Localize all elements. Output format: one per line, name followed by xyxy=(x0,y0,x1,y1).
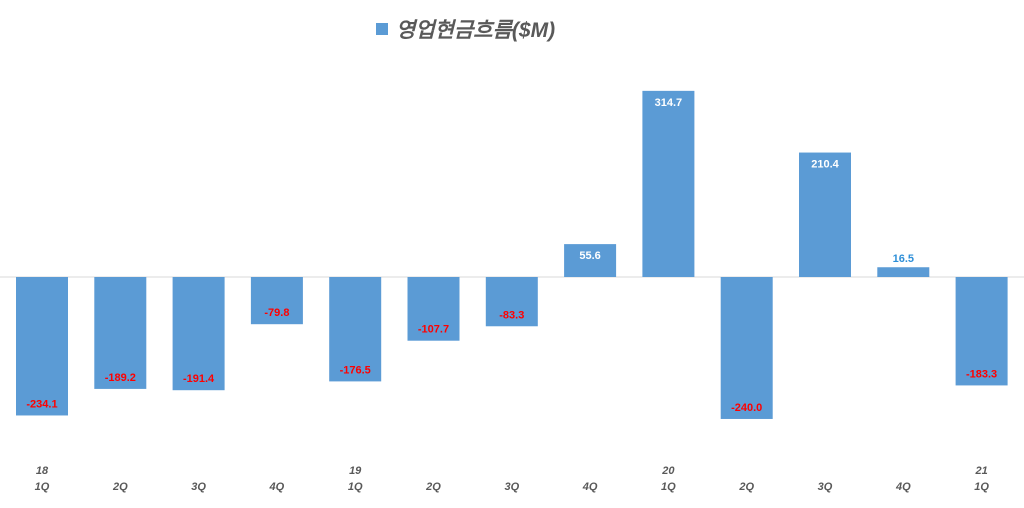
x-tick-year: 21 xyxy=(974,465,987,477)
bar xyxy=(799,152,851,277)
bar xyxy=(564,244,617,277)
data-label: -191.4 xyxy=(183,373,215,385)
bar xyxy=(955,277,1008,386)
data-label: 16.5 xyxy=(893,253,914,265)
bar xyxy=(407,277,460,341)
x-tick-quarter: 1Q xyxy=(348,481,363,493)
x-tick-year: 19 xyxy=(349,465,362,477)
bar xyxy=(94,277,147,389)
data-label: -176.5 xyxy=(340,364,371,376)
x-tick-quarter: 3Q xyxy=(191,481,206,493)
bar xyxy=(250,277,303,325)
x-tick-quarter: 3Q xyxy=(818,481,833,493)
bar xyxy=(16,277,68,416)
data-label: -107.7 xyxy=(418,324,449,336)
x-tick-year: 20 xyxy=(661,465,675,477)
data-label: -240.0 xyxy=(731,402,762,414)
x-tick-quarter: 1Q xyxy=(974,481,989,493)
bar xyxy=(172,277,225,391)
x-tick-quarter: 2Q xyxy=(425,481,441,493)
x-tick-quarter: 2Q xyxy=(112,481,128,493)
data-label: -183.3 xyxy=(966,368,997,380)
x-tick-quarter: 4Q xyxy=(269,481,285,493)
legend-label: 영업현금흐름($M) xyxy=(396,19,556,42)
legend: 영업현금흐름($M) xyxy=(376,14,555,44)
legend-swatch xyxy=(376,23,388,35)
x-tick-quarter: 1Q xyxy=(35,481,50,493)
x-tick-quarter: 2Q xyxy=(738,481,754,493)
x-tick-year: 18 xyxy=(36,465,49,477)
data-label: 210.4 xyxy=(811,159,839,171)
bar xyxy=(877,267,930,277)
bar xyxy=(642,90,695,277)
bar xyxy=(720,277,773,419)
data-label: 314.7 xyxy=(655,97,683,109)
data-label: -189.2 xyxy=(105,372,136,384)
x-tick-quarter: 4Q xyxy=(582,481,598,493)
data-label: 55.6 xyxy=(579,250,600,262)
bar xyxy=(485,277,538,327)
data-label: -83.3 xyxy=(499,309,524,321)
data-label: -234.1 xyxy=(26,398,57,410)
data-label: -79.8 xyxy=(264,307,289,319)
x-tick-quarter: 3Q xyxy=(504,481,519,493)
bar xyxy=(329,277,382,382)
x-tick-quarter: 1Q xyxy=(661,481,676,493)
x-tick-quarter: 4Q xyxy=(895,481,911,493)
